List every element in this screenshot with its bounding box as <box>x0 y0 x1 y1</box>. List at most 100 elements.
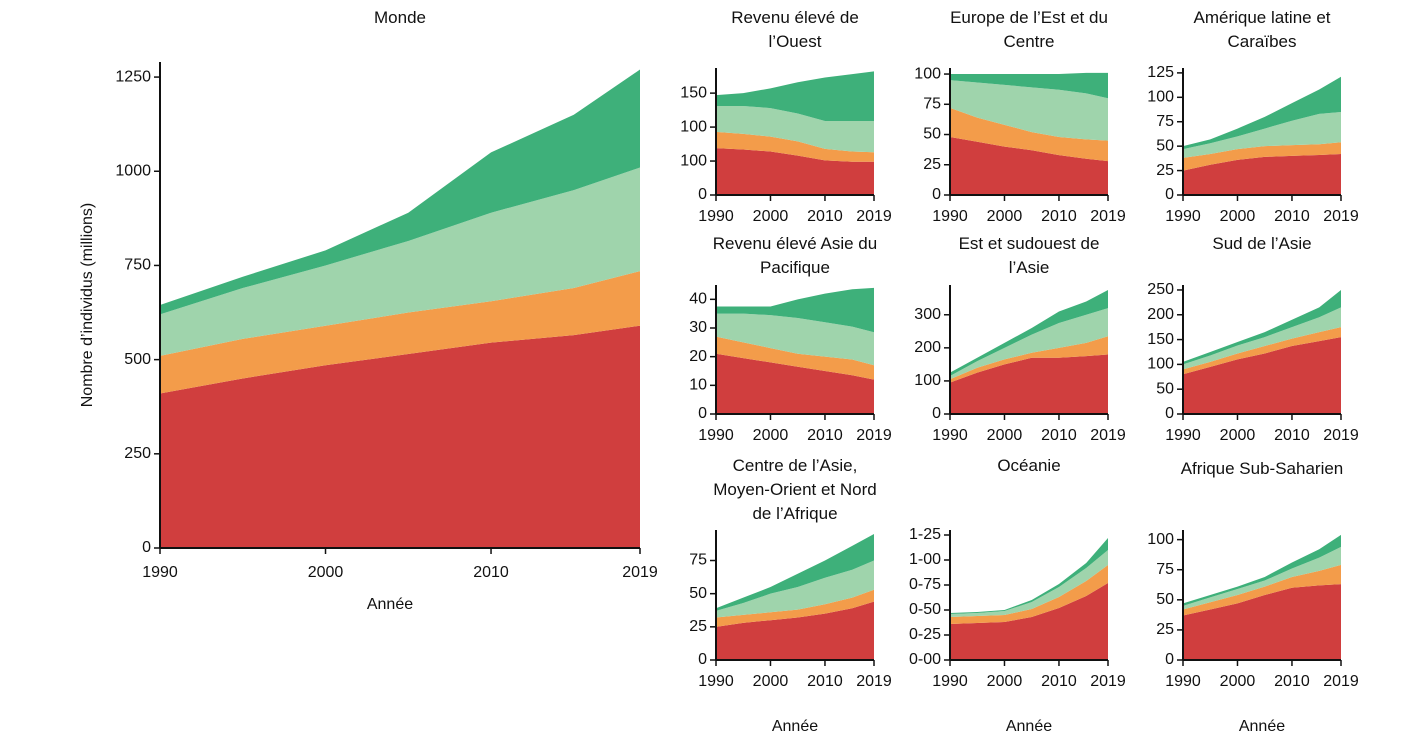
y-tick-label: 0-50 <box>909 601 941 618</box>
y-tick-label: 25 <box>1156 621 1174 638</box>
area <box>1183 546 1341 610</box>
x-tick-label: 2000 <box>753 427 789 444</box>
y-tick-label: 100 <box>1147 356 1174 373</box>
y-tick-label: 100 <box>914 65 941 82</box>
area <box>1183 327 1341 375</box>
area <box>950 583 1108 660</box>
y-tick-label: 125 <box>1147 64 1174 81</box>
y-tick-label: 20 <box>689 348 707 365</box>
x-tick-label: 1990 <box>1165 208 1201 225</box>
y-tick-label: 25 <box>1156 162 1174 179</box>
area <box>716 106 874 153</box>
x-tick-label: 1990 <box>932 208 968 225</box>
x-tick-label: 1990 <box>932 673 968 690</box>
chart-title: Centre de l’Asie, Moyen-Orient et Nord d… <box>713 456 877 523</box>
y-tick-label: 750 <box>124 257 151 274</box>
area <box>1183 289 1341 365</box>
area <box>716 71 874 121</box>
area <box>950 550 1108 617</box>
area <box>1183 564 1341 616</box>
y-tick-label: 0 <box>698 186 707 203</box>
area <box>716 533 874 611</box>
x-tick-label: 2000 <box>308 564 344 581</box>
area <box>1183 142 1341 171</box>
y-tick-label: 50 <box>1156 591 1174 608</box>
x-tick-label: 2000 <box>987 208 1023 225</box>
area <box>716 336 874 380</box>
y-tick-label: 0 <box>698 405 707 422</box>
y-tick-label: 100 <box>1147 89 1174 106</box>
y-tick-label: 0 <box>1165 186 1174 203</box>
y-tick-label: 50 <box>923 126 941 143</box>
chart-title: Amérique latine et Caraïbes <box>1193 8 1331 51</box>
area <box>950 136 1108 195</box>
y-tick-label: 0 <box>932 405 941 422</box>
y-tick-label: 100 <box>680 152 707 169</box>
x-tick-label: 1990 <box>932 427 968 444</box>
x-tick-label: 2010 <box>1274 427 1310 444</box>
chart-title: Revenu élevé de l’Ouest <box>731 8 859 51</box>
area <box>716 589 874 627</box>
x-tick-label: 2000 <box>1220 208 1256 225</box>
y-tick-label: 0 <box>698 651 707 668</box>
y-tick-label: 200 <box>1147 306 1174 323</box>
area <box>160 271 640 394</box>
y-tick-label: 50 <box>1156 380 1174 397</box>
y-tick-label: 0 <box>932 186 941 203</box>
x-tick-label: 2010 <box>1274 208 1310 225</box>
area <box>1183 584 1341 660</box>
chart-title: Est et sudouest de l’Asie <box>958 234 1100 277</box>
chart-title: Sud de l’Asie <box>1212 234 1312 253</box>
x-tick-label: 2000 <box>753 208 789 225</box>
x-axis-label: Année <box>1006 718 1052 735</box>
area <box>1183 111 1341 158</box>
y-tick-label: 40 <box>689 291 707 308</box>
x-tick-label: 2010 <box>807 673 843 690</box>
y-tick-label: 1-25 <box>909 526 941 543</box>
area <box>1183 307 1341 370</box>
area <box>716 131 874 162</box>
x-axis-label: Année <box>772 718 818 735</box>
area <box>950 308 1108 380</box>
y-tick-label: 0 <box>1165 651 1174 668</box>
x-tick-label: 2010 <box>1041 427 1077 444</box>
y-tick-label: 75 <box>1156 113 1174 130</box>
x-tick-label: 2010 <box>473 564 509 581</box>
x-tick-label: 2019 <box>1090 673 1126 690</box>
y-tick-label: 1250 <box>115 68 151 85</box>
area <box>950 72 1108 99</box>
x-tick-label: 2019 <box>622 564 658 581</box>
y-axis-label: Nombre d’individus (millions) <box>79 203 96 408</box>
area <box>950 354 1108 414</box>
area <box>950 80 1108 141</box>
y-tick-label: 30 <box>689 319 707 336</box>
area <box>1183 337 1341 414</box>
area <box>716 287 874 333</box>
y-tick-label: 100 <box>914 372 941 389</box>
y-tick-label: 0-25 <box>909 626 941 643</box>
y-tick-label: 0 <box>1165 405 1174 422</box>
x-tick-label: 2019 <box>856 673 892 690</box>
chart-title: Monde <box>374 8 426 27</box>
y-tick-label: 150 <box>680 84 707 101</box>
y-tick-label: 300 <box>914 306 941 323</box>
x-tick-label: 2000 <box>987 673 1023 690</box>
x-tick-label: 2010 <box>1274 673 1310 690</box>
y-tick-label: 100 <box>680 118 707 135</box>
area <box>1183 76 1341 150</box>
area <box>716 353 874 414</box>
chart-title: Océanie <box>997 456 1061 475</box>
x-tick-label: 2019 <box>856 208 892 225</box>
x-tick-label: 2019 <box>856 427 892 444</box>
y-tick-label: 25 <box>923 156 941 173</box>
x-tick-label: 2010 <box>1041 673 1077 690</box>
area <box>716 148 874 195</box>
x-tick-label: 2019 <box>1323 427 1359 444</box>
area <box>160 325 640 548</box>
y-tick-label: 10 <box>689 377 707 394</box>
area <box>716 560 874 618</box>
x-tick-label: 2010 <box>1041 208 1077 225</box>
x-tick-label: 2000 <box>1220 673 1256 690</box>
